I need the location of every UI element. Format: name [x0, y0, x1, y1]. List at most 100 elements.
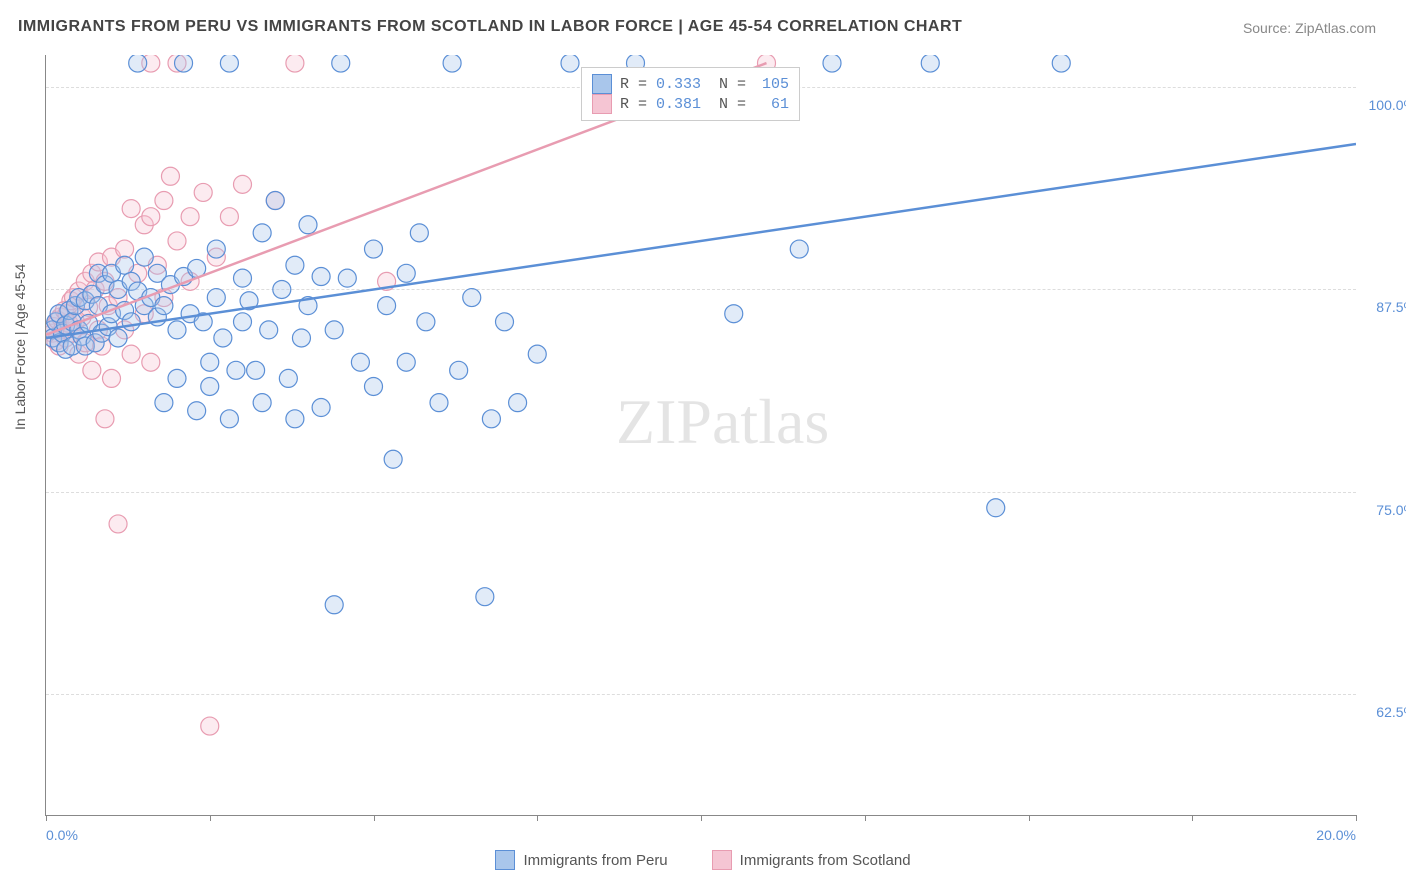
data-point-peru	[312, 399, 330, 417]
data-point-scotland	[168, 232, 186, 250]
data-point-peru	[1052, 55, 1070, 72]
data-point-peru	[155, 394, 173, 412]
legend-item-peru: Immigrants from Peru	[495, 850, 667, 870]
data-point-peru	[332, 55, 350, 72]
x-tick-mark	[374, 815, 375, 821]
data-point-peru	[463, 289, 481, 307]
data-point-peru	[188, 402, 206, 420]
legend-swatch-icon	[712, 850, 732, 870]
legend-label: Immigrants from Peru	[523, 852, 667, 869]
data-point-peru	[234, 269, 252, 287]
data-point-scotland	[201, 717, 219, 735]
legend-swatch-icon	[592, 94, 612, 114]
data-point-peru	[384, 450, 402, 468]
data-point-peru	[482, 410, 500, 428]
data-point-peru	[214, 329, 232, 347]
data-point-peru	[234, 313, 252, 331]
data-point-scotland	[194, 183, 212, 201]
data-point-scotland	[142, 353, 160, 371]
data-point-peru	[135, 248, 153, 266]
y-axis-label: In Labor Force | Age 45-54	[12, 264, 28, 430]
data-point-peru	[351, 353, 369, 371]
chart-title: IMMIGRANTS FROM PERU VS IMMIGRANTS FROM …	[18, 18, 962, 36]
x-tick-mark	[1356, 815, 1357, 821]
data-point-peru	[122, 313, 140, 331]
data-point-peru	[417, 313, 435, 331]
x-tick-mark	[210, 815, 211, 821]
data-point-peru	[207, 240, 225, 258]
data-point-scotland	[220, 208, 238, 226]
data-point-peru	[260, 321, 278, 339]
data-point-scotland	[234, 175, 252, 193]
legend-item-scotland: Immigrants from Scotland	[712, 850, 911, 870]
data-point-peru	[823, 55, 841, 72]
data-point-scotland	[155, 192, 173, 210]
data-point-peru	[476, 588, 494, 606]
data-point-scotland	[181, 208, 199, 226]
correlation-row-peru: R = 0.333 N = 105	[592, 74, 789, 94]
data-point-peru	[397, 353, 415, 371]
data-point-scotland	[122, 200, 140, 218]
legend: Immigrants from Peru Immigrants from Scot…	[0, 850, 1406, 874]
data-point-peru	[253, 224, 271, 242]
correlation-row-scotland: R = 0.381 N = 61	[592, 94, 789, 114]
data-point-peru	[325, 321, 343, 339]
data-point-peru	[338, 269, 356, 287]
data-point-peru	[987, 499, 1005, 517]
data-point-peru	[175, 55, 193, 72]
data-point-peru	[496, 313, 514, 331]
data-point-peru	[168, 321, 186, 339]
x-tick-mark	[1192, 815, 1193, 821]
chart-svg	[46, 55, 1356, 815]
data-point-peru	[921, 55, 939, 72]
x-tick-mark	[865, 815, 866, 821]
data-point-peru	[450, 361, 468, 379]
data-point-peru	[410, 224, 428, 242]
data-point-peru	[365, 240, 383, 258]
data-point-peru	[220, 410, 238, 428]
data-point-scotland	[103, 369, 121, 387]
data-point-scotland	[142, 208, 160, 226]
correlation-box: R = 0.333 N = 105R = 0.381 N = 61	[581, 67, 800, 121]
legend-label: Immigrants from Scotland	[740, 852, 911, 869]
source-attribution: Source: ZipAtlas.com	[1243, 20, 1376, 36]
data-point-peru	[528, 345, 546, 363]
x-tick-label: 20.0%	[1316, 827, 1356, 843]
data-point-peru	[790, 240, 808, 258]
data-point-peru	[443, 55, 461, 72]
data-point-peru	[155, 297, 173, 315]
data-point-peru	[201, 377, 219, 395]
data-point-peru	[430, 394, 448, 412]
y-tick-label: 75.0%	[1361, 502, 1406, 518]
y-tick-label: 62.5%	[1361, 704, 1406, 720]
x-tick-label: 0.0%	[46, 827, 78, 843]
data-point-peru	[247, 361, 265, 379]
data-point-peru	[397, 264, 415, 282]
data-point-peru	[227, 361, 245, 379]
data-point-scotland	[83, 361, 101, 379]
x-tick-mark	[1029, 815, 1030, 821]
y-tick-label: 100.0%	[1361, 97, 1406, 113]
data-point-peru	[201, 353, 219, 371]
data-point-scotland	[96, 410, 114, 428]
x-tick-mark	[46, 815, 47, 821]
data-point-peru	[266, 192, 284, 210]
data-point-peru	[109, 329, 127, 347]
data-point-scotland	[109, 515, 127, 533]
data-point-peru	[312, 268, 330, 286]
data-point-peru	[168, 369, 186, 387]
legend-swatch-icon	[592, 74, 612, 94]
data-point-peru	[116, 256, 134, 274]
data-point-peru	[129, 55, 147, 72]
data-point-peru	[509, 394, 527, 412]
data-point-scotland	[286, 55, 304, 72]
data-point-peru	[365, 377, 383, 395]
data-point-peru	[286, 256, 304, 274]
data-point-peru	[220, 55, 238, 72]
regression-line-peru	[46, 144, 1356, 338]
plot-area: ZIPatlas 62.5%75.0%87.5%100.0%0.0%20.0%R…	[45, 55, 1356, 816]
data-point-peru	[561, 55, 579, 72]
data-point-peru	[725, 305, 743, 323]
x-tick-mark	[537, 815, 538, 821]
data-point-peru	[299, 216, 317, 234]
